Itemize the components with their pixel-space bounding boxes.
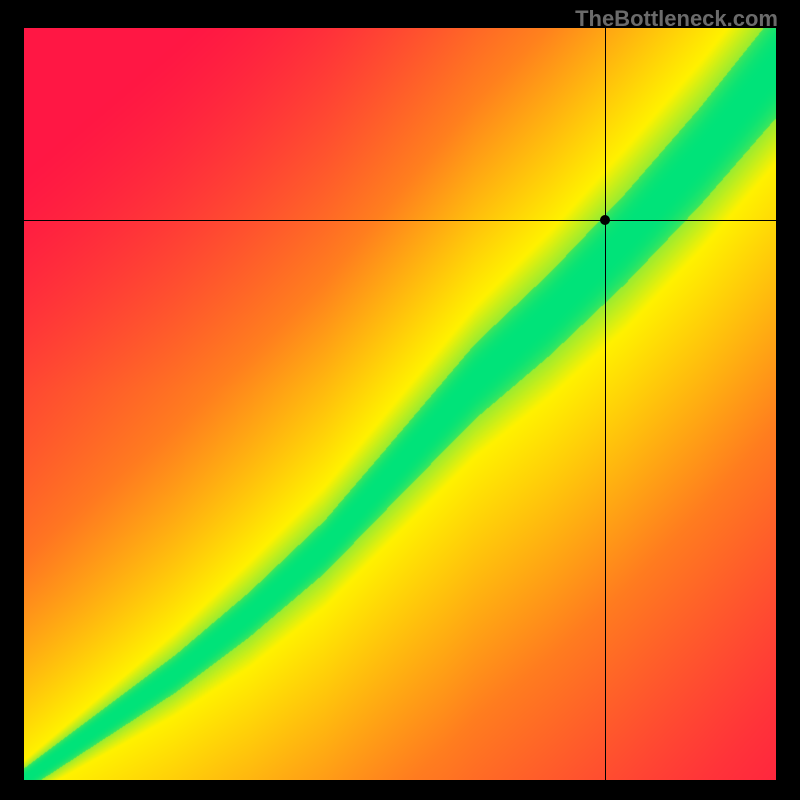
chart-container: { "watermark": "TheBottleneck.com", "plo… bbox=[0, 0, 800, 800]
crosshair-horizontal bbox=[24, 220, 776, 221]
bottleneck-heatmap bbox=[24, 28, 776, 780]
crosshair-vertical bbox=[605, 28, 606, 780]
crosshair-marker bbox=[600, 215, 610, 225]
